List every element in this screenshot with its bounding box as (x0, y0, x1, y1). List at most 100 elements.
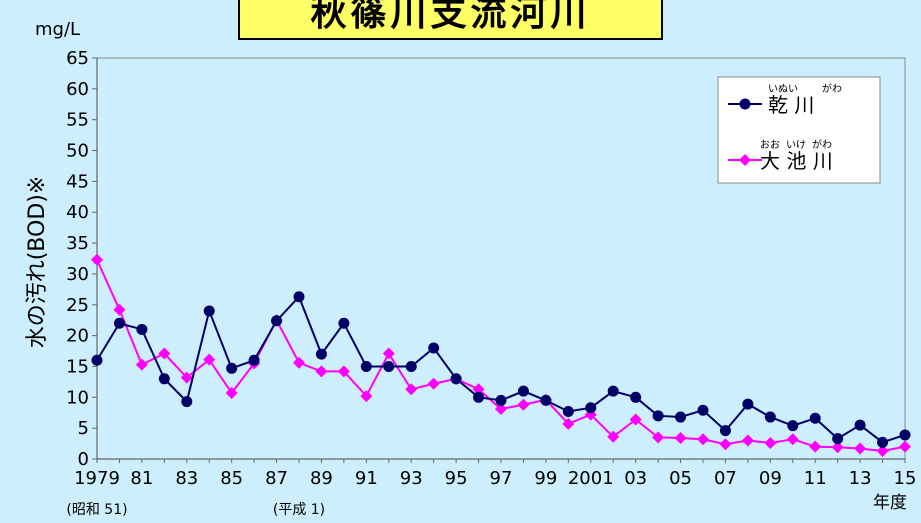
series-ooike-gawa (91, 253, 911, 457)
y-tick-label: 45 (66, 171, 89, 192)
data-point (180, 371, 193, 384)
data-point (337, 365, 350, 378)
y-tick-label: 5 (78, 418, 89, 439)
y-tick-label: 30 (66, 264, 89, 285)
data-point (585, 402, 597, 414)
data-point (562, 417, 575, 430)
data-point (607, 430, 620, 443)
data-point (786, 433, 799, 446)
data-point (427, 377, 440, 390)
data-point (719, 425, 731, 437)
x-tick-label: 93 (400, 468, 423, 489)
data-point (225, 386, 238, 399)
x-tick-label: 91 (355, 468, 378, 489)
y-tick-label: 15 (66, 356, 89, 377)
data-point (338, 317, 350, 329)
data-point (158, 347, 171, 360)
data-point (877, 436, 889, 448)
data-point (405, 383, 418, 396)
legend-ruby: がわ (822, 82, 842, 95)
y-tick-label: 20 (66, 326, 89, 347)
data-point (450, 373, 462, 385)
data-point (113, 303, 126, 316)
data-point (899, 440, 911, 453)
data-point (383, 360, 395, 372)
data-point (562, 405, 574, 417)
data-point (203, 305, 215, 317)
data-point (899, 429, 911, 441)
y-tick-label: 55 (66, 110, 89, 131)
x-unit-label: 年度 (873, 493, 907, 513)
data-point (382, 347, 395, 360)
data-point (181, 396, 193, 408)
data-point (629, 413, 642, 426)
era-note: (平成 1) (273, 502, 325, 518)
data-point (652, 431, 665, 444)
data-point (854, 419, 866, 431)
legend-ruby: おお (760, 139, 780, 151)
y-tick-label: 60 (66, 79, 89, 100)
data-point (831, 441, 844, 454)
era-notes: (昭和 51) (平成 1) (66, 502, 325, 518)
data-point (495, 403, 507, 416)
data-point (472, 383, 485, 396)
data-point (764, 436, 777, 449)
data-point (697, 404, 709, 416)
data-point (832, 433, 844, 445)
x-tick-label: 15 (894, 468, 917, 489)
data-point (809, 440, 822, 453)
series-layer (91, 253, 911, 457)
x-tick-label: 09 (759, 468, 782, 489)
data-point (674, 432, 687, 445)
x-tick-label: 2001 (568, 468, 614, 489)
data-point (136, 323, 148, 335)
data-point (876, 444, 889, 457)
era-note: (昭和 51) (66, 502, 127, 518)
y-tick-label: 40 (66, 202, 89, 223)
data-point (293, 356, 305, 369)
legend-item: 大 池 川おお いけ がわ (728, 138, 833, 173)
data-point (405, 360, 417, 372)
y-tick-label: 25 (66, 295, 89, 316)
data-point (271, 315, 283, 327)
data-point (158, 373, 170, 385)
data-point (630, 391, 642, 403)
x-tick-label: 83 (175, 468, 198, 489)
data-point (809, 412, 821, 424)
x-tick-label: 87 (265, 468, 288, 489)
x-tick-label: 11 (804, 468, 827, 489)
data-point (787, 420, 799, 432)
legend-ruby: がわ (812, 138, 832, 151)
data-point (607, 385, 619, 397)
data-point (315, 348, 327, 360)
legend-label: 大 池 川 (760, 149, 833, 173)
data-point (226, 362, 238, 374)
y-tick-label: 65 (66, 48, 89, 69)
x-tick-label: 13 (849, 468, 872, 489)
data-point (360, 360, 372, 372)
data-point (741, 434, 754, 447)
series-line (96, 294, 906, 444)
data-point (293, 291, 305, 303)
y-tick-label: 50 (66, 141, 89, 162)
data-point (652, 410, 664, 422)
legend-ruby: いけ (786, 139, 806, 151)
y-unit-label: mg/L (35, 19, 80, 40)
data-point (360, 390, 373, 403)
data-point (495, 394, 507, 406)
data-point (248, 354, 260, 366)
legend-ruby: いぬい (768, 83, 798, 95)
data-point (517, 385, 529, 397)
data-point (91, 253, 103, 266)
x-tick-label: 99 (534, 468, 557, 489)
data-point (739, 154, 751, 166)
data-point (739, 98, 751, 110)
x-tick-label: 05 (669, 468, 692, 489)
data-point (742, 398, 754, 410)
data-point (854, 442, 867, 455)
x-tick-label: 1979 (74, 468, 120, 489)
x-tick-label: 89 (310, 468, 333, 489)
